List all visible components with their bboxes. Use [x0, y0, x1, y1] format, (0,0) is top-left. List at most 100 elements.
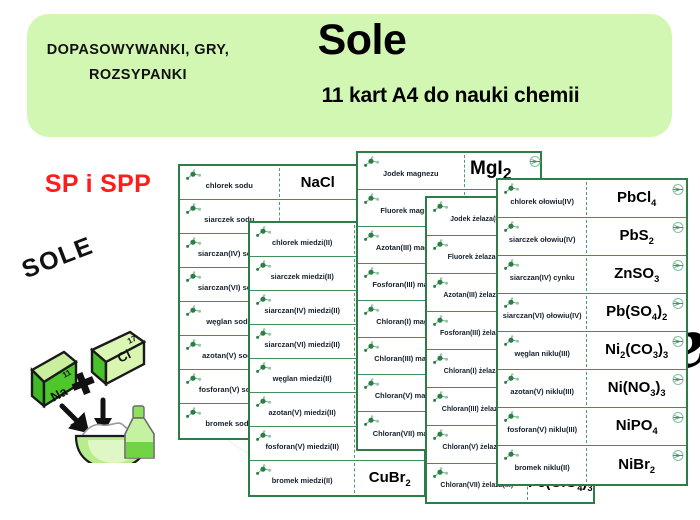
card-row[interactable]: chlorek ołowiu(IV) PbCl4 — [498, 180, 686, 218]
card-row[interactable]: fosforan(V) niklu(III) NiPO4 — [498, 408, 686, 446]
fold-line — [586, 410, 588, 443]
molecule-icon — [502, 373, 524, 386]
fold-line — [354, 293, 356, 322]
card-row[interactable]: chlorek miedzi(II) — [250, 223, 424, 257]
molecule-icon — [502, 221, 524, 234]
salt-name-label: Jodek żelaza(III) — [450, 215, 504, 223]
page-title: Sole — [317, 16, 407, 64]
fold-line — [354, 361, 356, 390]
salt-formula-label: Ni2(CO3)3 — [605, 341, 669, 360]
fold-line — [354, 395, 356, 424]
salt-name-label: Chloran(III) magnezu — [374, 354, 448, 363]
scissors-icon — [671, 448, 685, 461]
card-row[interactable]: azotan(V) miedzi(II) — [250, 393, 424, 427]
molecule-icon — [184, 305, 206, 318]
card-row[interactable]: siarczan(VI) ołowiu(IV) Pb(SO4)2 — [498, 294, 686, 332]
plus-sign-icon — [71, 371, 95, 395]
salt-name-label: siarczan(VI) ołowiu(IV) — [502, 310, 582, 320]
molecule-icon — [502, 259, 524, 272]
salt-name-label: Azotan(III) żelaza(III) — [443, 291, 511, 299]
card-row[interactable]: siarczek miedzi(II) — [250, 257, 424, 291]
scissors-icon — [671, 296, 685, 309]
fold-line — [586, 258, 588, 291]
molecule-icon — [502, 335, 524, 348]
salt-name-label: siarczan(IV) miedzi(II) — [264, 305, 340, 315]
salt-name-label: bromek niklu(II) — [514, 463, 570, 472]
fold-line — [354, 429, 356, 458]
banner-left-line1: DOPASOWYWANKI, GRY, — [46, 42, 230, 58]
salt-illustration-svg: Na 11 Cl 17 — [30, 330, 155, 470]
card-row[interactable]: siarczan(VI) miedzi(II) — [250, 325, 424, 359]
salt-name-label: azotan(V) sodu — [202, 350, 257, 360]
salt-illustration: Na 11 Cl 17 — [20, 318, 165, 470]
scissors-icon — [671, 182, 685, 195]
salt-name-label: Chloran(VII) żelaza(III) — [440, 482, 514, 489]
molecule-icon — [362, 230, 384, 243]
salt-name-label: Fosforan(III) magnezu — [372, 280, 450, 289]
salt-name-label: bromek miedzi(II) — [271, 476, 333, 485]
fold-line — [278, 168, 280, 197]
molecule-icon — [184, 203, 206, 216]
fold-line — [586, 334, 588, 367]
card-row[interactable]: bromek miedzi(II) CuBr2 — [250, 461, 424, 495]
svg-text:Na: Na — [48, 383, 70, 404]
fold-line — [354, 225, 356, 254]
card-row[interactable]: Jodek magnezu — [358, 153, 540, 190]
salt-name-label: Fluorek żelaza(III) — [447, 253, 506, 261]
molecule-icon — [502, 449, 524, 462]
molecule-icon — [254, 226, 276, 239]
fold-line — [586, 220, 588, 253]
card-metali[interactable]: chlorek ołowiu(IV) PbCl4 siarczek ołowiu(I… — [496, 178, 688, 486]
salt-name-label: chlorek sodu — [205, 180, 253, 190]
fold-line — [463, 155, 465, 187]
salt-name-label: siarczek sodu — [204, 214, 255, 224]
card-row[interactable]: bromek niklu(II) NiBr2 — [498, 446, 686, 484]
salt-formula-label: CuBr2 — [368, 468, 411, 488]
header-banner — [27, 14, 672, 137]
molecule-icon — [362, 378, 384, 391]
bottle-icon — [124, 405, 155, 459]
card-row[interactable]: węglan miedzi(II) — [250, 359, 424, 393]
salt-formula-label: PbS2 — [619, 227, 654, 246]
salt-name-label: Azotan(III) magnezu — [375, 243, 446, 252]
salt-formula-label: NiPO4 — [615, 417, 658, 436]
salt-name-label: Chloran(V) żelaza(III) — [442, 443, 512, 451]
molecule-icon — [362, 341, 384, 354]
page-subtitle: 11 kart A4 do nauki chemii — [321, 84, 580, 107]
fold-line — [586, 372, 588, 405]
salt-name-label: Chloran(I) żelaza(III) — [443, 367, 510, 375]
molecule-icon — [431, 353, 453, 366]
molecule-icon — [254, 328, 276, 341]
salt-name-label: węglan sodu — [206, 316, 253, 326]
top-formula-label: MgI2 — [470, 158, 512, 183]
fold-line — [354, 259, 356, 288]
molecule-icon — [502, 411, 524, 424]
education-level-label: SP i SPP — [44, 170, 152, 198]
card-row[interactable]: chlorek sodu NaCl — [180, 166, 356, 200]
salt-formula-label: NaCl — [300, 174, 335, 191]
svg-text:17: 17 — [126, 334, 138, 346]
card-row[interactable]: siarczan(IV) miedzi(II) — [250, 291, 424, 325]
molecule-icon — [431, 467, 453, 480]
molecule-icon — [362, 156, 384, 169]
card-row[interactable]: węglan niklu(III) Ni2(CO3)3 — [498, 332, 686, 370]
salt-name-label: Chloran(III) żelaza(III) — [441, 405, 512, 413]
salt-name-label: Fosforan(III) żelaza(III) — [440, 329, 514, 337]
salt-name-label: węglan niklu(III) — [514, 348, 570, 358]
molecule-icon — [502, 183, 524, 196]
scissors-icon — [671, 334, 685, 347]
salt-name-label: Chloran(VII) magnezu — [372, 428, 449, 438]
fold-line — [278, 202, 280, 231]
scissors-icon — [671, 372, 685, 385]
salt-name-label: siarczan(VI) miedzi(II) — [264, 339, 340, 349]
salt-formula-label: PbCl4 — [617, 189, 657, 208]
molecule-icon — [254, 430, 276, 443]
salt-name-label: bromek sodu — [205, 419, 254, 428]
salt-name-label: siarczek miedzi(II) — [270, 271, 334, 281]
card-row[interactable]: siarczek ołowiu(IV) PbS2 — [498, 218, 686, 256]
card-row[interactable]: siarczan(IV) cynku ZnSO3 — [498, 256, 686, 294]
salt-name-label: Fluorek magnezu — [380, 206, 442, 215]
salt-name-label: Chloran(V) magnezu — [374, 391, 447, 400]
card-row[interactable]: azotan(V) niklu(III) Ni(NO3)3 — [498, 370, 686, 408]
molecule-icon — [184, 339, 206, 352]
